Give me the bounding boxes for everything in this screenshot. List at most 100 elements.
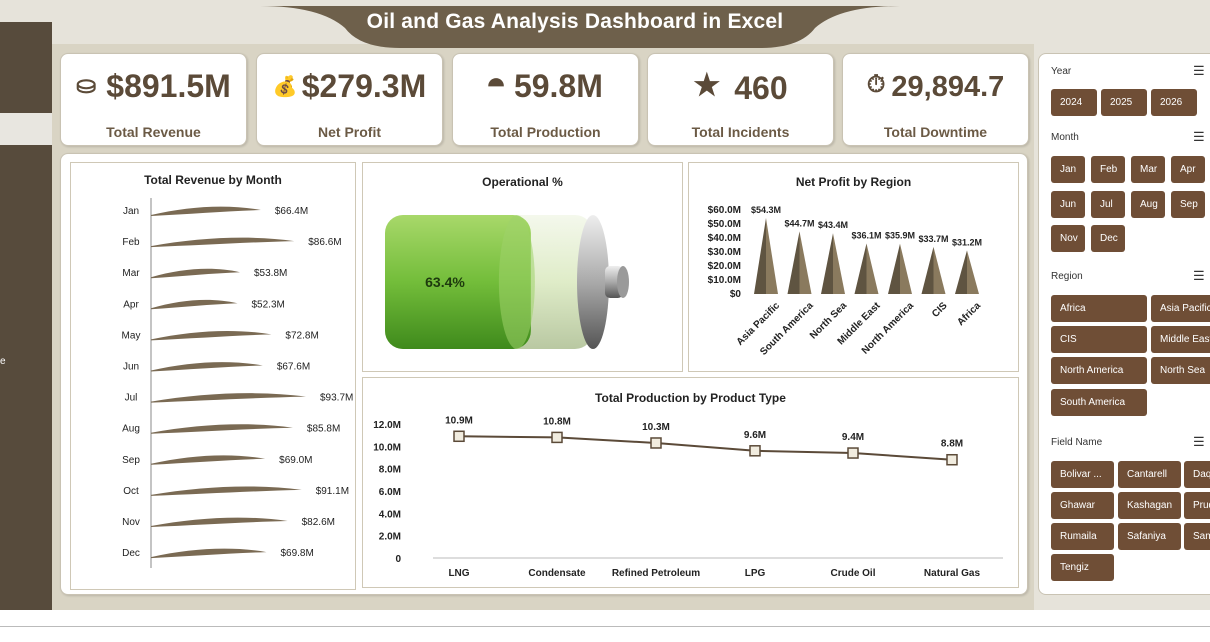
profit-pyramid-right — [967, 250, 979, 294]
kpi-value: $891.5M — [106, 68, 231, 104]
profit-pyramid-left — [921, 246, 934, 294]
profit-pyramid-left — [787, 231, 800, 294]
multi-select-icon[interactable]: ☰ — [1193, 268, 1205, 283]
data-label: $67.6M — [277, 362, 310, 373]
slicer-year-title: Year — [1051, 66, 1072, 77]
revenue-bar — [151, 517, 288, 527]
sidebar-selected-item[interactable] — [0, 113, 52, 145]
slicer-month-jun[interactable]: Jun — [1051, 191, 1085, 218]
data-label: $69.8M — [280, 548, 313, 559]
slicer-month-dec[interactable]: Dec — [1091, 225, 1125, 252]
gauge-fill-edge — [498, 215, 535, 349]
chart-title: Total Revenue by Month — [144, 173, 282, 187]
x-tick-label: Condensate — [528, 568, 586, 579]
coins-icon: ⛀ — [76, 72, 97, 99]
multi-select-icon[interactable]: ☰ — [1193, 129, 1205, 144]
data-label: $69.0M — [279, 455, 312, 466]
slicer-month-mar[interactable]: Mar — [1131, 156, 1165, 183]
slicer-month-feb[interactable]: Feb — [1091, 156, 1125, 183]
revenue-bar — [151, 206, 261, 216]
kpi-card-production: ⯊ 59.8M Total Production — [452, 53, 639, 146]
slicer-field-sam[interactable]: Sam — [1184, 523, 1210, 550]
multi-select-icon[interactable]: ☰ — [1193, 434, 1205, 449]
data-label: $31.2M — [952, 237, 982, 247]
slicer-month-jul[interactable]: Jul — [1091, 191, 1125, 218]
slicer-region-south-america[interactable]: South America — [1051, 389, 1147, 416]
x-tick-label: Natural Gas — [924, 568, 981, 579]
slicer-region-asia-pacific[interactable]: Asia Pacific — [1151, 295, 1210, 322]
slicer-field-prud[interactable]: Prud — [1184, 492, 1210, 519]
data-label: $53.8M — [254, 268, 287, 279]
y-tick-label: 10.0M — [373, 442, 401, 453]
profit-pyramid-right — [799, 231, 812, 294]
y-tick-label: 8.0M — [379, 465, 401, 476]
y-tick-label: 0 — [395, 554, 401, 565]
revenue-bar — [151, 330, 272, 341]
slicer-region-north-sea[interactable]: North Sea — [1151, 357, 1210, 384]
slicer-month-aug[interactable]: Aug — [1131, 191, 1165, 218]
data-label: 10.8M — [543, 416, 571, 427]
slicer-region-cis[interactable]: CIS — [1051, 326, 1147, 353]
x-tick-label: Crude Oil — [830, 568, 875, 579]
slicer-field-ghawar[interactable]: Ghawar — [1051, 492, 1114, 519]
y-tick-label: 12.0M — [373, 420, 401, 431]
kpi-label: Total Revenue — [106, 124, 201, 140]
production-point — [847, 447, 859, 459]
star-icon: ★ — [693, 69, 721, 102]
slicer-month-nov[interactable]: Nov — [1051, 225, 1085, 252]
profit-pyramid-right — [766, 217, 778, 294]
slicer-region-africa[interactable]: Africa — [1051, 295, 1147, 322]
month-tick-label: Aug — [122, 424, 140, 435]
slicer-field-safaniya[interactable]: Safaniya — [1118, 523, 1181, 550]
slicer-month-sep[interactable]: Sep — [1171, 191, 1205, 218]
month-tick-label: Jul — [125, 393, 138, 404]
data-label: 9.6M — [744, 430, 766, 441]
slicer-year-2026[interactable]: 2026 — [1151, 89, 1197, 116]
slicer-region-north-america[interactable]: North America — [1051, 357, 1147, 384]
y-tick-label: $50.0M — [708, 219, 741, 230]
revenue-bar — [151, 548, 267, 559]
stopwatch-icon: ⏱ — [866, 71, 886, 98]
x-tick-label: LNG — [448, 568, 469, 579]
slicer-field-bolivar[interactable]: Bolivar ... — [1051, 461, 1114, 488]
slicer-year-2025[interactable]: 2025 — [1101, 89, 1147, 116]
slicer-field-tengiz[interactable]: Tengiz — [1051, 554, 1114, 581]
slicer-month-jan[interactable]: Jan — [1051, 156, 1085, 183]
multi-select-icon[interactable]: ☰ — [1193, 63, 1205, 78]
slicer-region-title: Region — [1051, 271, 1083, 282]
slicer-month-apr[interactable]: Apr — [1171, 156, 1205, 183]
slicer-year-2024[interactable]: 2024 — [1051, 89, 1097, 116]
sidebar-item-label: e — [0, 356, 6, 367]
revenue-bar — [151, 299, 238, 310]
data-label: 9.4M — [842, 432, 864, 443]
y-tick-label: $0 — [730, 289, 742, 300]
x-tick-label: LPG — [745, 568, 766, 579]
month-tick-label: Feb — [122, 237, 140, 248]
month-tick-label: Apr — [123, 299, 139, 310]
profit-pyramid-left — [754, 217, 766, 294]
operational-chart: Operational % 63.4% — [362, 162, 683, 372]
slicer-field-kashagan[interactable]: Kashagan — [1118, 492, 1181, 519]
slicer-field-rumaila[interactable]: Rumaila — [1051, 523, 1114, 550]
chart-title: Total Production by Product Type — [595, 391, 786, 405]
slicer-field-title: Field Name — [1051, 437, 1103, 448]
y-tick-label: $30.0M — [708, 247, 741, 258]
slicer-field-cantarell[interactable]: Cantarell — [1118, 461, 1181, 488]
production-point — [551, 431, 563, 444]
kpi-card-incidents: ★ 460 Total Incidents — [647, 53, 834, 146]
revenue-by-month-chart: Total Revenue by Month Jan $66.4M Feb $86.6… — [70, 162, 356, 590]
kpi-label: Total Production — [490, 124, 601, 140]
data-label: 8.8M — [941, 439, 963, 450]
month-tick-label: Mar — [122, 268, 140, 279]
x-tick-label: Refined Petroleum — [612, 568, 700, 579]
slicer-region-middle-east[interactable]: Middle East — [1151, 326, 1210, 353]
slicer-field-daq[interactable]: Daq — [1184, 461, 1210, 488]
data-label: $36.1M — [851, 230, 881, 240]
kpi-value: 29,894.7 — [891, 71, 1005, 103]
data-label: $43.4M — [818, 220, 848, 230]
divider — [0, 626, 1210, 627]
revenue-bar — [151, 393, 306, 403]
page-title: Oil and Gas Analysis Dashboard in Excel — [366, 10, 784, 33]
profit-pyramid-right — [900, 243, 912, 294]
production-point — [946, 453, 958, 466]
